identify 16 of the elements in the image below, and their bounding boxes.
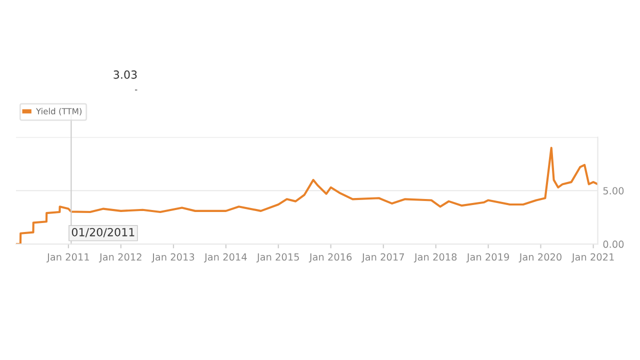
x-tick-label: Jan 2021 [571, 253, 614, 262]
y-tick-label: 5.00 [603, 187, 624, 194]
y-tick-label: 0.00 [603, 240, 624, 248]
x-tick-label: Jan 2012 [98, 253, 142, 262]
x-tick-label: Jan 2011 [46, 253, 89, 262]
text: 3.03 [114, 70, 137, 79]
x-tick-label: Jan 2015 [256, 253, 299, 262]
ref-line-label: 01/20/2011 [72, 228, 134, 238]
x-tick-label: Jan 2014 [204, 253, 247, 262]
x-tick-label: Jan 2013 [152, 253, 194, 262]
x-tick-label: Jan 2017 [361, 253, 404, 262]
x-tick-label: Jan 2020 [518, 253, 562, 262]
x-tick-label: Jan 2018 [414, 253, 457, 262]
x-tick-label: Jan 2016 [308, 253, 352, 262]
legend-label: Yield (TTM) [36, 108, 82, 116]
x-tick-label: Jan 2019 [466, 253, 509, 262]
